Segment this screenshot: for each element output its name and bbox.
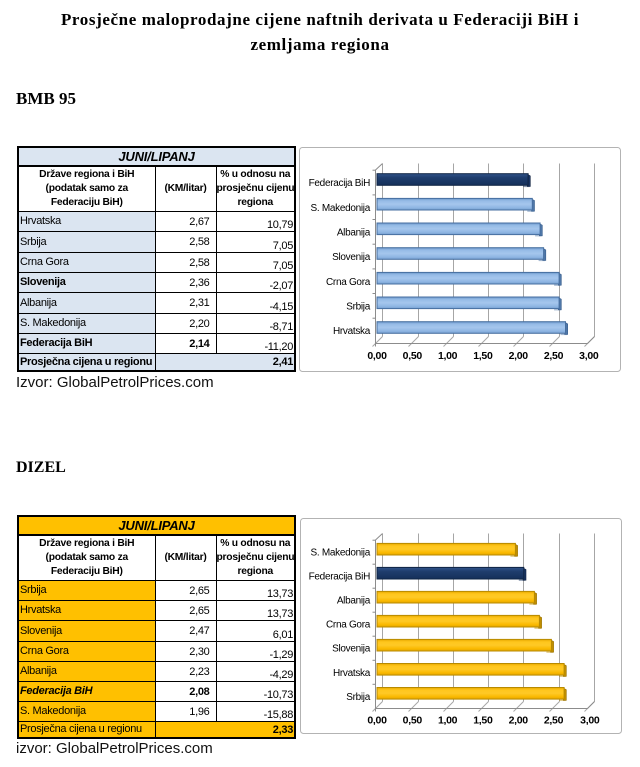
svg-text:Slovenija: Slovenija [332, 644, 371, 655]
svg-text:1,50: 1,50 [473, 715, 493, 727]
svg-text:1,00: 1,00 [438, 715, 458, 727]
svg-text:2,00: 2,00 [509, 715, 529, 727]
svg-text:Federacija BiH: Federacija BiH [309, 572, 370, 583]
svg-text:0,50: 0,50 [403, 350, 423, 362]
svg-text:2,00: 2,00 [509, 350, 529, 362]
svg-text:0,00: 0,00 [367, 715, 387, 727]
svg-text:Srbija: Srbija [346, 692, 371, 703]
svg-text:1,50: 1,50 [473, 350, 493, 362]
svg-text:Albanija: Albanija [337, 596, 371, 607]
svg-text:Hrvatska: Hrvatska [333, 326, 371, 337]
svg-text:Slovenija: Slovenija [332, 252, 371, 263]
svg-text:Crna Gora: Crna Gora [326, 277, 371, 288]
svg-text:S. Makedonija: S. Makedonija [311, 203, 371, 214]
svg-text:Albanija: Albanija [337, 227, 371, 238]
svg-text:3,00: 3,00 [580, 715, 600, 727]
svg-text:1,00: 1,00 [438, 350, 458, 362]
svg-text:Federacija BiH: Federacija BiH [309, 178, 370, 189]
svg-text:Crna Gora: Crna Gora [326, 620, 371, 631]
svg-text:2,50: 2,50 [544, 350, 564, 362]
svg-text:3,00: 3,00 [579, 350, 599, 362]
svg-text:2,50: 2,50 [544, 715, 564, 727]
svg-text:0,00: 0,00 [367, 350, 387, 362]
svg-text:Hrvatska: Hrvatska [333, 668, 371, 679]
svg-text:Srbija: Srbija [346, 301, 371, 312]
svg-text:0,50: 0,50 [403, 715, 423, 727]
svg-text:S. Makedonija: S. Makedonija [311, 548, 371, 559]
